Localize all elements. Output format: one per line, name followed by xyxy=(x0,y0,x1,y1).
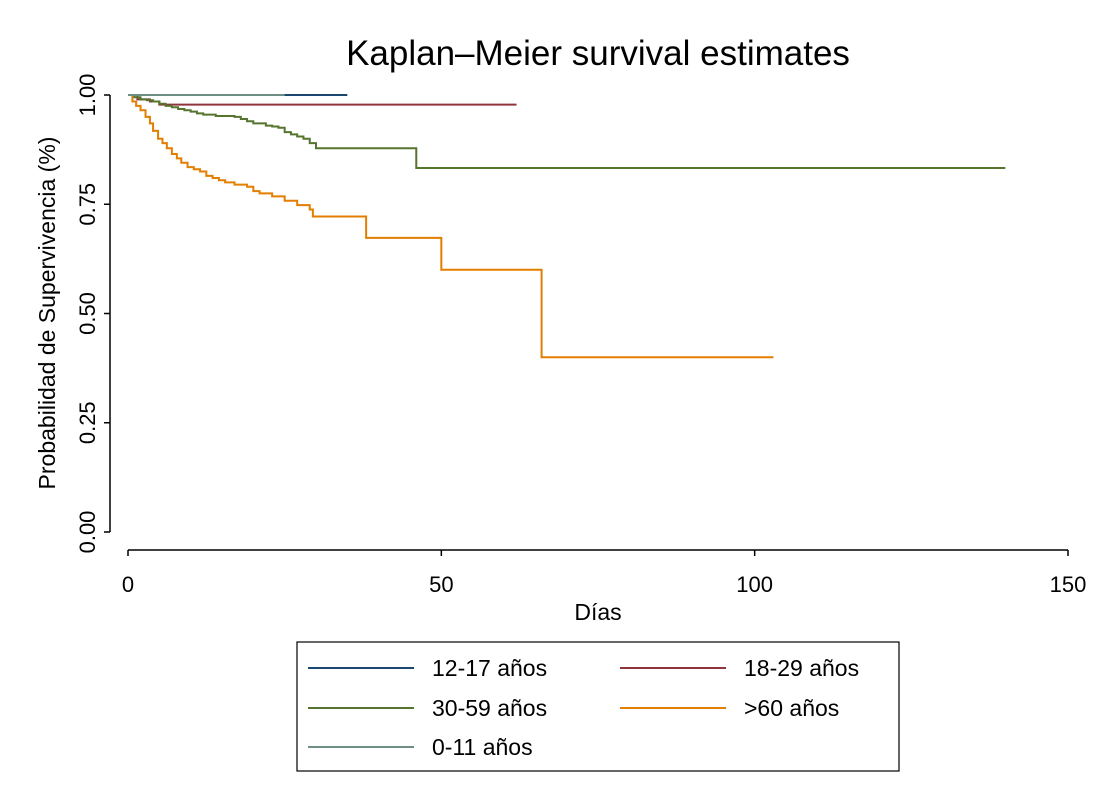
series-layer xyxy=(128,94,1006,359)
chart-title: Kaplan–Meier survival estimates xyxy=(346,34,850,73)
x-tick-label: 100 xyxy=(736,572,773,597)
y-tick-label: 1.00 xyxy=(75,74,100,117)
y-tick-label: 0.25 xyxy=(75,401,100,444)
legend-label: 30-59 años xyxy=(432,695,547,721)
series-line-4 xyxy=(128,94,774,359)
legend-label: 12-17 años xyxy=(432,655,547,681)
x-tick-label: 150 xyxy=(1050,572,1087,597)
y-tick-label: 0.00 xyxy=(75,511,100,554)
x-axis-label: Días xyxy=(574,599,621,625)
legend-label: 18-29 años xyxy=(744,655,859,681)
y-axis-ticks: 0.00 0.25 0.50 0.75 1.00 xyxy=(75,74,110,554)
series-line-3 xyxy=(128,94,1006,169)
x-axis-ticks: 0 50 100 150 xyxy=(122,550,1086,597)
x-tick-label: 0 xyxy=(122,572,134,597)
legend-label: >60 años xyxy=(744,695,839,721)
y-tick-label: 0.50 xyxy=(75,292,100,335)
y-tick-label: 0.75 xyxy=(75,183,100,226)
x-tick-label: 50 xyxy=(429,572,453,597)
y-axis-label: Probabilidad de Supervivencia (%) xyxy=(34,137,60,490)
legend-box xyxy=(296,641,900,772)
legend-label: 0-11 años xyxy=(432,734,533,760)
legend: 12-17 años 18-29 años 30-59 años >60 años 0-… xyxy=(308,655,859,760)
